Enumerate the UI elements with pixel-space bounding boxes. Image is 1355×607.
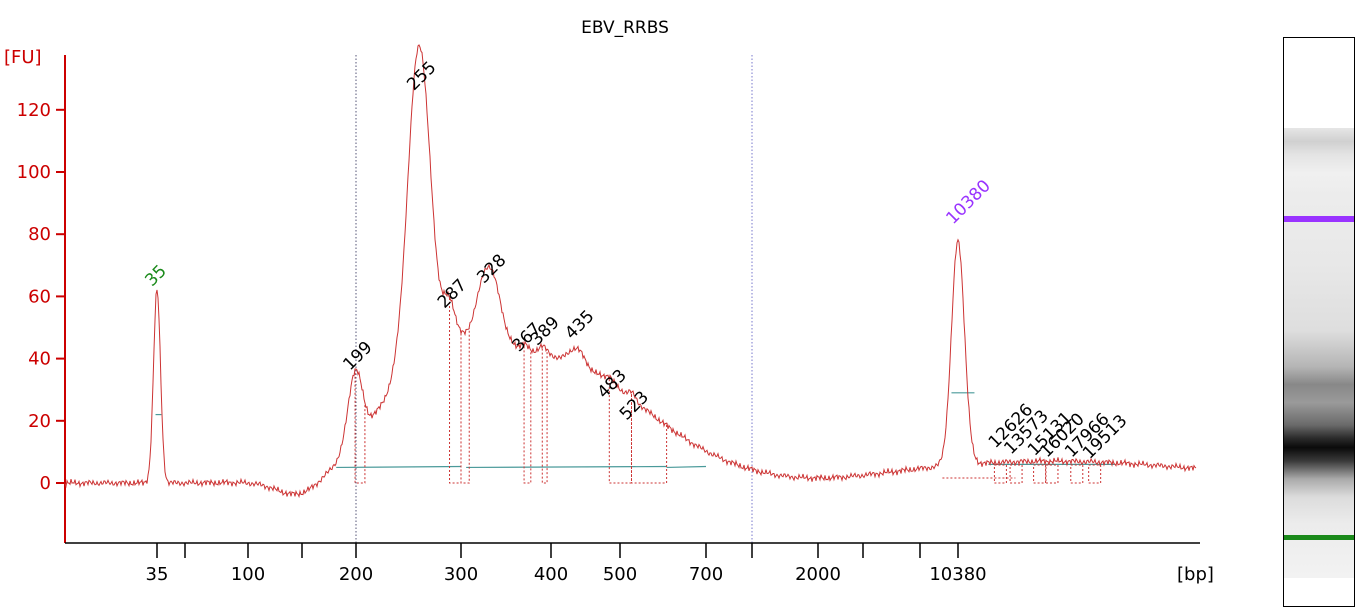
x-tick-label: 10380: [929, 564, 986, 585]
peak-region-box: [993, 464, 1007, 484]
peak-baselines: [155, 392, 1115, 469]
y-tick-label: 40: [28, 349, 51, 370]
peak-label: 10380: [942, 176, 994, 228]
peak-region-box: [449, 298, 462, 484]
y-axis: 0 20 40 60 80 100 120: [17, 55, 66, 543]
x-tick-label: 300: [444, 564, 478, 585]
x-tick-label: 200: [339, 564, 373, 585]
baseline-segment: [666, 465, 707, 469]
y-tick-label: 20: [28, 411, 51, 432]
peak-region-box: [1033, 464, 1047, 484]
electropherogram-trace: [64, 44, 1197, 499]
peak-integration-boxes: [354, 298, 1102, 484]
x-tick-label: 2000: [795, 564, 841, 585]
baseline-segment: [336, 465, 462, 469]
x-tick-label: 400: [534, 564, 568, 585]
y-tick-label: 120: [17, 100, 51, 121]
peak-label: 328: [473, 251, 510, 288]
x-axis: 35 100 200 300 400 500 700 2000 10380: [65, 542, 1200, 585]
peak-label: 199: [339, 338, 376, 375]
x-tick-label: 100: [231, 564, 265, 585]
peak-region-box: [460, 328, 470, 484]
x-tick-label: 700: [689, 564, 723, 585]
baseline-segment: [466, 465, 667, 469]
peak-label: 523: [616, 387, 653, 424]
electropherogram-chart: EBV_RRBS [FU] [bp] 0 20 40 60 80 100 120 35 100…: [4, 18, 1214, 585]
y-tick-label: 80: [28, 224, 51, 245]
region-markers: [355, 55, 753, 543]
peak-label: 255: [403, 58, 440, 95]
lower-marker-band: [1284, 535, 1354, 540]
peak-region-box: [1045, 464, 1059, 484]
chart-title: EBV_RRBS: [581, 18, 669, 38]
peak-labels: 3519925528732836738943548352310380126261…: [141, 58, 1131, 464]
x-tick-label: 35: [146, 564, 169, 585]
y-tick-label: 0: [40, 473, 51, 494]
y-tick-label: 60: [28, 286, 51, 307]
y-axis-label: [FU]: [4, 47, 42, 68]
upper-marker-band: [1284, 216, 1354, 222]
peak-region-box: [1070, 464, 1084, 484]
peak-region-box: [523, 346, 532, 484]
peak-region-box: [354, 368, 366, 484]
peak-region-box: [1088, 464, 1102, 484]
peak-region-box: [630, 394, 668, 484]
peak-region-box: [541, 348, 548, 484]
peak-label: 483: [594, 366, 631, 403]
gel-lane-background: [1284, 128, 1354, 578]
virtual-gel-lane: [1283, 37, 1355, 607]
y-tick-label: 100: [17, 162, 51, 183]
x-tick-label: 500: [603, 564, 637, 585]
x-axis-label: [bp]: [1177, 564, 1214, 585]
peak-label: 35: [141, 261, 170, 290]
peak-region-box: [1009, 464, 1023, 484]
peak-label: 435: [561, 306, 598, 343]
